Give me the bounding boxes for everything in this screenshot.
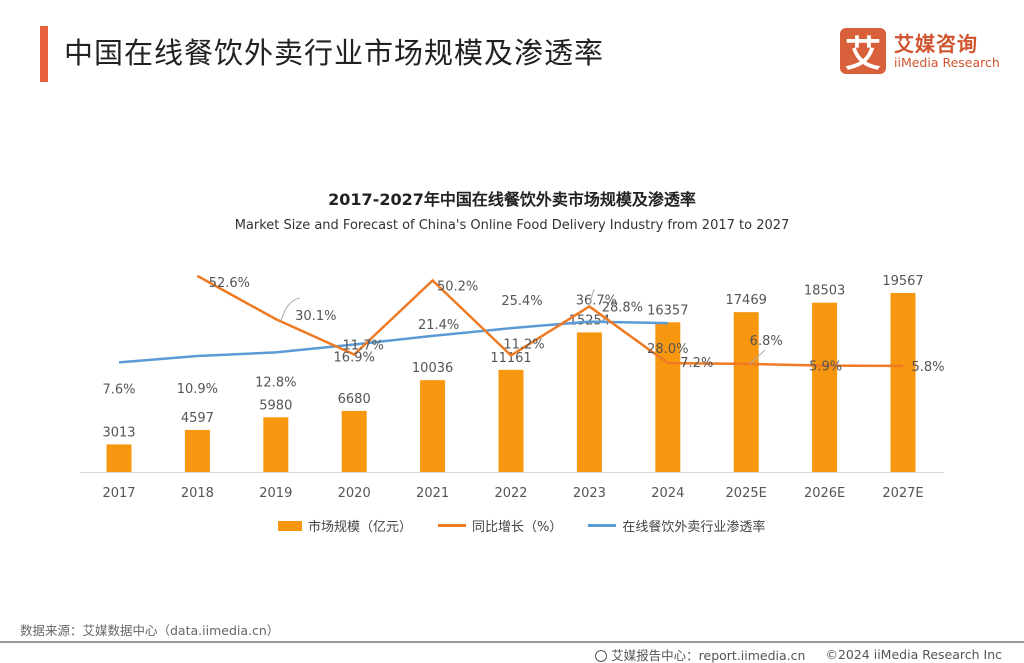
growth-line — [196, 274, 904, 368]
chart-title: 2017-2027年中国在线餐饮外卖市场规模及渗透率 — [328, 190, 696, 209]
x-tick-2023: 2023 — [573, 486, 606, 501]
penetration-line — [118, 320, 668, 364]
footer-divider — [0, 641, 1024, 643]
penetration-label-2017: 7.6% — [102, 382, 135, 397]
bar-label-2020: 6680 — [338, 392, 371, 407]
copyright: ©2024 iiMedia Research Inc — [825, 647, 1002, 662]
x-tick-2017: 2017 — [102, 486, 135, 501]
penetration-label-2024: 28.0% — [647, 342, 688, 357]
bar-2023 — [576, 332, 602, 472]
bar-label-2022: 11161 — [490, 351, 531, 366]
bar-2026E — [812, 302, 838, 472]
bar-2025E — [733, 312, 759, 472]
x-tick-2027E: 2027E — [882, 486, 923, 501]
iimedia-logo: 艾 艾媒咨询 iiMedia Research — [840, 28, 1000, 75]
bar-label-2018: 4597 — [181, 411, 214, 426]
globe-icon — [595, 650, 608, 662]
logo-mark: 艾 — [840, 28, 886, 75]
legend-item-penetration: 在线餐饮外卖行业渗透率 — [588, 516, 765, 535]
bar-2019 — [263, 417, 289, 472]
bar-2021 — [420, 380, 446, 472]
growth-label-2026E: 5.9% — [809, 360, 842, 375]
data-source: 数据来源：艾媒数据中心（data.iimedia.cn） — [20, 623, 280, 638]
chart-subtitle: Market Size and Forecast of China's Onli… — [234, 218, 790, 233]
bar-label-2026E: 18503 — [804, 284, 845, 299]
legend-swatch-line — [588, 524, 617, 527]
x-tick-2021: 2021 — [416, 486, 449, 501]
x-tick-2024: 2024 — [651, 486, 684, 501]
legend-swatch-line — [438, 524, 467, 527]
growth-label-2024: 7.2% — [680, 356, 713, 371]
penetration-label-2022: 25.4% — [501, 294, 542, 309]
growth-label-2018: 52.6% — [209, 276, 250, 291]
bar-2024 — [655, 322, 681, 472]
bar-label-2024: 16357 — [647, 303, 688, 318]
penetration-label-2019: 12.8% — [255, 375, 296, 390]
bar-label-2019: 5980 — [259, 398, 292, 413]
report-link[interactable]: 艾媒报告中心：report.iimedia.cn — [611, 648, 806, 663]
footer: 艾媒报告中心：report.iimedia.cn ©2024 iiMedia R… — [595, 645, 1002, 663]
title-accent-bar — [40, 26, 48, 82]
growth-label-2020: 11.7% — [343, 339, 384, 354]
penetration-label-2020: 16.9% — [334, 351, 375, 366]
bar-2018 — [184, 429, 210, 472]
legend-label: 同比增长（%） — [472, 520, 563, 535]
legend-item-growth: 同比增长（%） — [438, 516, 562, 535]
x-tick-2018: 2018 — [181, 486, 214, 501]
bar-2017 — [106, 444, 132, 472]
penetration-label-2018: 10.9% — [177, 382, 218, 397]
bar-2022 — [498, 369, 524, 472]
legend-label: 在线餐饮外卖行业渗透率 — [622, 520, 766, 535]
bar-label-2021: 10036 — [412, 361, 453, 376]
legend-item-market-size: 市场规模（亿元） — [278, 516, 412, 535]
growth-label-2025E: 6.8% — [750, 334, 783, 349]
penetration-label-2023: 28.8% — [602, 301, 643, 316]
growth-label-2022: 11.2% — [503, 337, 544, 352]
growth-label-2027E: 5.8% — [911, 360, 944, 375]
bar-label-2025E: 17469 — [726, 293, 767, 308]
leader-line — [588, 288, 595, 307]
bar-label-2017: 3013 — [102, 425, 135, 440]
legend-swatch-bar — [278, 520, 302, 531]
x-tick-2025E: 2025E — [726, 486, 767, 501]
leader-line — [749, 349, 766, 365]
page-title: 中国在线餐饮外卖行业市场规模及渗透率 — [64, 36, 605, 70]
penetration-label-2021: 21.4% — [418, 318, 459, 333]
leader-line — [280, 297, 301, 322]
logo-en: iiMedia Research — [894, 55, 1000, 70]
growth-label-2019: 30.1% — [295, 309, 336, 324]
logo-cn: 艾媒咨询 — [894, 32, 978, 56]
bar-label-2027E: 19567 — [882, 274, 923, 289]
bar-2020 — [341, 410, 367, 472]
growth-label-2021: 50.2% — [437, 279, 478, 294]
bar-2027E — [890, 292, 916, 472]
x-tick-2026E: 2026E — [804, 486, 845, 501]
x-tick-2020: 2020 — [338, 486, 371, 501]
growth-label-2023: 36.7% — [576, 293, 617, 308]
legend: 市场规模（亿元） 同比增长（%） 在线餐饮外卖行业渗透率 — [278, 516, 765, 535]
x-tick-2022: 2022 — [494, 486, 527, 501]
legend-label: 市场规模（亿元） — [308, 520, 413, 535]
x-tick-2019: 2019 — [259, 486, 292, 501]
